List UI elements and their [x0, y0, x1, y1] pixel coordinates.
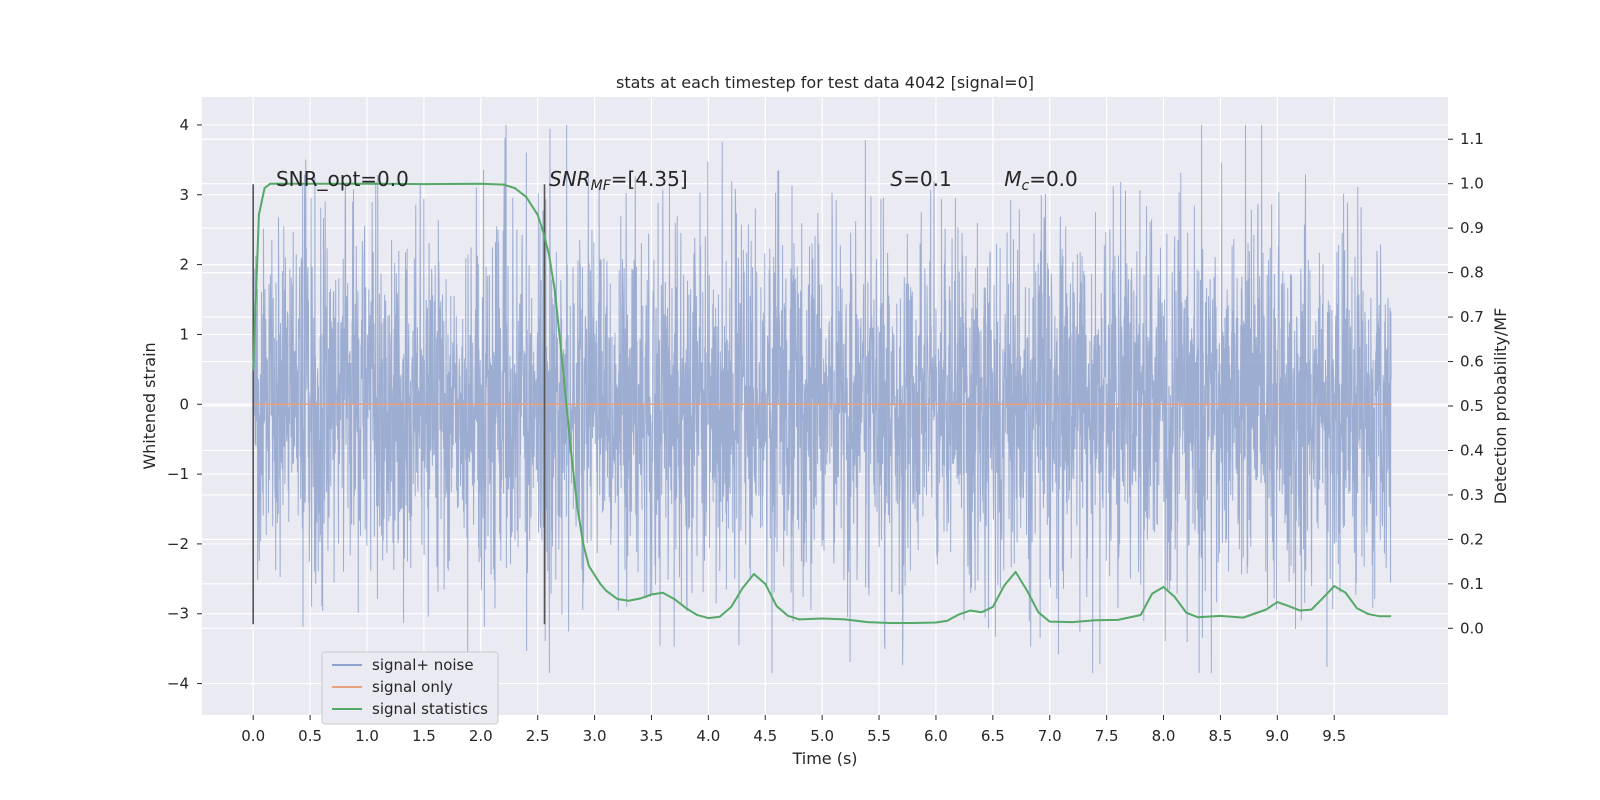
signal-statistics-layer: [252, 182, 1392, 624]
y2-tick-label: 0.2: [1460, 530, 1484, 548]
x-tick-label: 9.5: [1322, 727, 1346, 745]
y2-tick-label: 1.1: [1460, 130, 1484, 148]
legend: signal+ noise signal only signal statist…: [321, 651, 499, 725]
y-tick-label: −1: [167, 465, 189, 483]
annotation-layer: SNR_opt=0.0 SNRMF=[4.35] S=0.1 Mc=0.0: [276, 167, 1078, 194]
y2-tick-label: 0.1: [1460, 575, 1484, 593]
annotation-text: SNRMF=[4.35]: [549, 167, 688, 194]
y-tick-label: 2: [179, 256, 189, 274]
x-tick-label: 5.0: [810, 727, 834, 745]
y2-axis-label: Detection probability/MF: [1491, 308, 1510, 505]
x-tick-label: 4.0: [696, 727, 720, 745]
y-tick-label: 3: [179, 186, 189, 204]
y2-tick-label: 0.8: [1460, 264, 1484, 282]
x-tick-label: 6.5: [981, 727, 1005, 745]
y-tick-label: −4: [167, 675, 189, 693]
x-tick-label: 3.0: [583, 727, 607, 745]
tick-labels: 0.0 0.5 1.0 1.5 2.0 2.5 3.0 3.5 4.0 4.5 5.0 5.5 6.0 6…: [167, 116, 1484, 745]
y-tick-label: 0: [179, 395, 189, 413]
x-tick-label: 1.0: [355, 727, 379, 745]
y-axis-label: Whitened strain: [140, 342, 159, 469]
x-tick-label: 0.0: [241, 727, 265, 745]
y-tick-label: −3: [167, 605, 189, 623]
vline-layer: [252, 184, 546, 625]
x-tick-label: 0.5: [298, 727, 322, 745]
legend-label-stats: signal statistics: [372, 700, 488, 718]
x-tick-label: 9.0: [1265, 727, 1289, 745]
y2-tick-label: 0.5: [1460, 397, 1484, 415]
y-tick-label: 4: [179, 116, 189, 134]
signal-statistics-line: [252, 182, 1392, 624]
x-tick-label: 3.5: [640, 727, 664, 745]
y-tick-label: 1: [179, 325, 189, 343]
x-tick-label: 2.5: [526, 727, 550, 745]
y-tick-label: −2: [167, 535, 189, 553]
x-tick-label: 8.0: [1152, 727, 1176, 745]
x-tick-label: 5.5: [867, 727, 891, 745]
noise-layer: [252, 124, 1392, 674]
y2-tick-label: 0.4: [1460, 441, 1484, 459]
legend-box: [321, 651, 499, 725]
chart-title: stats at each timestep for test data 404…: [616, 73, 1034, 92]
y2-tick-label: 0.9: [1460, 219, 1484, 237]
x-tick-label: 1.5: [412, 727, 436, 745]
y2-tick-label: 0.3: [1460, 486, 1484, 504]
x-tick-label: 8.5: [1208, 727, 1232, 745]
x-tick-label: 6.0: [924, 727, 948, 745]
annotation-text: Mc=0.0: [1004, 167, 1078, 194]
y2-tick-label: 0.0: [1460, 619, 1484, 637]
signal-noise-line: [252, 124, 1392, 674]
legend-label-noise: signal+ noise: [372, 656, 474, 674]
x-tick-label: 7.5: [1095, 727, 1119, 745]
legend-label-signal: signal only: [372, 678, 453, 696]
y2-tick-label: 0.6: [1460, 353, 1484, 371]
y2-tick-label: 0.7: [1460, 308, 1484, 326]
x-tick-label: 2.0: [469, 727, 493, 745]
annotation-text: S=0.1: [890, 167, 951, 191]
x-tick-label: 7.0: [1038, 727, 1062, 745]
x-axis-label: Time (s): [791, 749, 857, 768]
x-tick-label: 4.5: [753, 727, 777, 745]
annotation-text: SNR_opt=0.0: [276, 167, 409, 191]
y2-tick-label: 1.0: [1460, 175, 1484, 193]
